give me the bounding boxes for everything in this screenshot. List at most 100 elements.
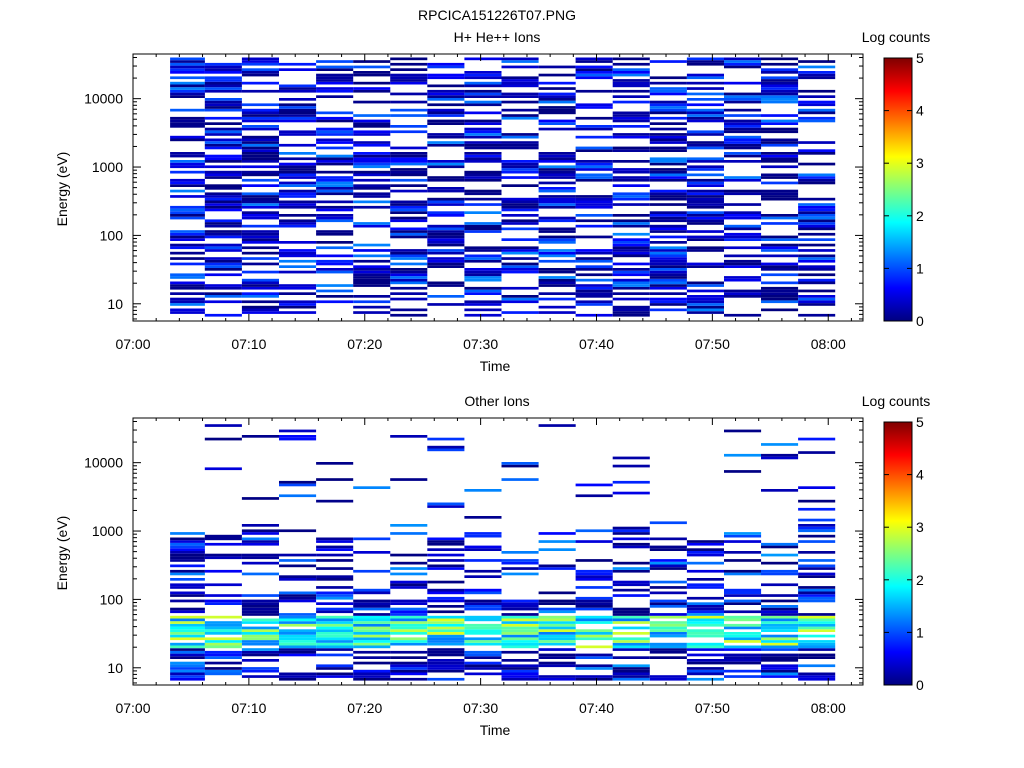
heatmap-cell [427,505,465,508]
heatmap-cell [427,634,465,638]
heatmap-cell [649,87,687,90]
heatmap-cell [612,192,650,196]
heatmap-cell [427,114,465,117]
heatmap-cell [761,456,799,460]
heatmap-cell [204,154,242,158]
heatmap-cell [390,553,428,557]
heatmap-cell [686,659,724,662]
heatmap-cell [761,76,799,80]
heatmap-cell [649,116,687,120]
heatmap-cell [464,103,502,107]
x-tick-label: 08:00 [811,700,846,716]
heatmap-cell [649,656,687,659]
heatmap-cell [686,667,724,670]
heatmap-cell [464,303,502,306]
heatmap-cell [686,610,724,614]
heatmap-cell [501,567,539,570]
heatmap-cell [501,81,539,85]
heatmap-cell [316,87,354,90]
heatmap-cell [170,303,205,306]
heatmap-cell [761,254,799,258]
heatmap-cell [761,173,799,177]
heatmap-cell [170,610,205,614]
heatmap-cell [390,602,428,605]
heatmap-cell [686,632,724,635]
heatmap-cell [724,637,762,641]
heatmap-cell [390,642,428,646]
heatmap-cell [464,569,502,573]
heatmap-cell [798,451,836,454]
heatmap-cell [353,276,391,279]
heatmap-cell [724,192,762,196]
heatmap-cell [649,599,687,603]
heatmap-cell [649,214,687,217]
heatmap-cell [501,637,539,641]
heatmap-cell [538,200,576,204]
heatmap-cell [798,219,836,223]
heatmap-cell [427,629,465,632]
heatmap-cell [501,160,539,163]
heatmap-cell [464,170,502,174]
heatmap-cell [279,89,317,93]
heatmap-cell [390,532,428,535]
heatmap-cell [427,567,465,570]
heatmap-cell [761,214,799,217]
heatmap-cell [464,189,502,193]
heatmap-cell [761,610,799,614]
heatmap-cell [724,62,762,66]
heatmap-cell [612,642,650,646]
heatmap-cell [464,127,502,131]
heatmap-cell [761,238,799,241]
heatmap-cell [464,192,502,196]
heatmap-cell [575,146,613,150]
heatmap-cell [686,108,724,112]
heatmap-cell [464,667,502,670]
heatmap-cell [241,634,279,638]
heatmap-cell [686,168,724,171]
heatmap-cell [649,626,687,630]
heatmap-cell [761,114,799,117]
heatmap-cell [649,224,687,228]
heatmap-cell [204,187,242,190]
heatmap-cell [427,95,465,98]
heatmap-cell [204,205,242,209]
heatmap-cell [612,610,650,614]
heatmap-cell [649,300,687,304]
heatmap-cell [316,65,354,69]
heatmap-cell [612,545,650,549]
heatmap-cell [575,60,613,63]
heatmap-cell [724,648,762,651]
heatmap-cell [761,154,799,158]
heatmap-cell [501,464,539,468]
heatmap-cell [241,68,279,71]
heatmap-cell [241,235,279,239]
heatmap-cell [575,268,613,271]
heatmap-cell [353,73,391,77]
heatmap-cell [316,138,354,142]
heatmap-cell [279,68,317,71]
heatmap-cell [390,108,428,112]
heatmap-cell [204,537,242,541]
x-tick-label: 07:40 [579,700,614,716]
heatmap-cell [204,650,242,654]
heatmap-cell [649,615,687,619]
heatmap-cell [612,567,650,570]
heatmap-cell [464,257,502,260]
heatmap-cell [686,548,724,551]
heatmap-cell [204,542,242,546]
heatmap-cell [575,575,613,578]
heatmap-cell [241,284,279,287]
heatmap-cell [798,642,836,646]
heatmap-cell [204,243,242,247]
heatmap-cell [241,211,279,214]
heatmap-cell [427,249,465,252]
heatmap-cell [316,116,354,120]
heatmap-cell [649,308,687,312]
heatmap-cell [724,551,762,554]
heatmap-cell [724,138,762,142]
heatmap-cell [427,653,465,657]
heatmap-cell [353,71,391,74]
heatmap-cell [724,100,762,104]
heatmap-cell [612,648,650,651]
heatmap-cell [279,84,317,88]
